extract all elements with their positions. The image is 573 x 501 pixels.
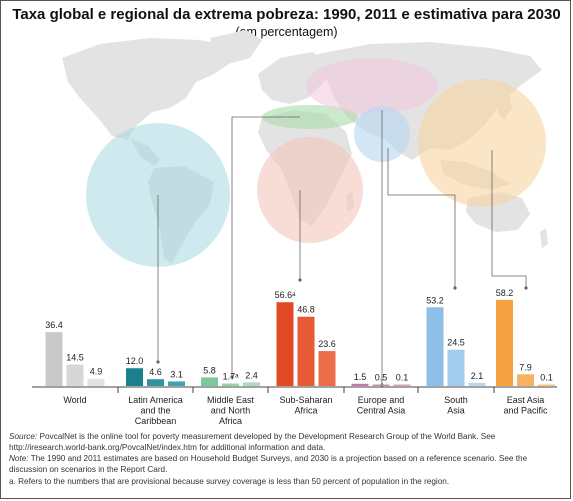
bar [318, 351, 336, 386]
data-label: 1.7ᵃ [223, 371, 240, 381]
bar [66, 364, 84, 386]
data-label: 36.4 [45, 320, 63, 330]
leader-dot [298, 278, 302, 282]
bar [126, 368, 143, 386]
category-labels: World Latin America and the Caribbean Middle… [63, 395, 548, 426]
bar [201, 377, 218, 386]
data-label: 14.5 [66, 353, 84, 363]
category-label: Sub-Saharan Africa [279, 395, 332, 416]
category-label: World [63, 395, 86, 405]
note-text: The 1990 and 2011 estimates are based on… [9, 454, 528, 474]
data-label: 23.6 [318, 339, 336, 349]
data-label: 5.8 [203, 365, 216, 375]
data-label: 24.5 [447, 338, 465, 348]
bar [222, 383, 239, 386]
data-label: 0.1 [396, 373, 409, 383]
category-label: South Asia [444, 395, 468, 416]
leader-dot [156, 360, 160, 364]
leader-line [491, 150, 527, 288]
data-label: 12.0 [126, 356, 144, 366]
bar-series [45, 299, 555, 386]
data-label: 7.9 [519, 362, 532, 372]
leader-line [231, 116, 300, 377]
leader-dot [230, 375, 234, 379]
value-labels: 36.4 14.5 4.9 12.0 4.6 3.1 5.8 1.7ᵃ 2.4 56.6ᵃ46.8… [45, 288, 553, 383]
data-label: 2.1 [471, 371, 484, 381]
bar [87, 378, 105, 386]
source-label: Source: [9, 432, 38, 441]
note-label: Note: [9, 454, 29, 463]
data-label: 4.9 [90, 367, 103, 377]
data-label: 1.5 [354, 372, 367, 382]
bar [243, 382, 260, 386]
source-note: Source: PovcalNet is the online tool for… [9, 431, 562, 453]
bar [276, 302, 294, 386]
data-label: 0.1 [540, 373, 553, 383]
bar [372, 384, 390, 386]
data-label: 3.1 [170, 369, 183, 379]
leader-lines [156, 110, 528, 387]
category-label: East Asia and Pacific [503, 395, 548, 416]
bar [45, 332, 63, 386]
bar [297, 316, 315, 386]
chart-title: Taxa global e regional da extrema pobrez… [12, 6, 561, 23]
data-label: 46.8 [297, 305, 315, 315]
bar [538, 384, 555, 386]
method-note: Note: The 1990 and 2011 estimates are ba… [9, 453, 562, 475]
bar [393, 384, 411, 386]
bar [147, 379, 164, 386]
bar [517, 374, 534, 386]
bar [426, 307, 444, 386]
data-label: 0.5 [375, 373, 388, 383]
data-label: 58.2 [496, 288, 514, 298]
bar [168, 381, 185, 386]
group-separators [117, 387, 495, 393]
category-label: Middle East and North Africa [207, 395, 255, 426]
data-label: 2.4 [245, 370, 258, 380]
region-circle [257, 137, 363, 243]
category-label: Europe and Central Asia [357, 395, 406, 416]
leader-dot [453, 286, 457, 290]
category-label: Latin America and the Caribbean [128, 395, 183, 426]
bar [351, 383, 369, 386]
map-greenland [210, 30, 262, 64]
source-text: PovcalNet is the online tool for poverty… [9, 432, 496, 452]
chart-subtitle: (em percentagem) [235, 25, 338, 39]
data-label: 53.2 [426, 295, 444, 305]
bar [496, 299, 513, 386]
leader-dot [524, 286, 528, 290]
bar [447, 349, 465, 386]
map-north-america [62, 38, 238, 140]
leader-line [387, 148, 456, 288]
data-label: 4.6 [149, 367, 162, 377]
region-circle [418, 79, 546, 207]
bar [468, 382, 486, 386]
region-circle [306, 58, 438, 114]
region-circle [262, 105, 358, 129]
chart-area: 36.4 14.5 4.9 12.0 4.6 3.1 5.8 1.7ᵃ 2.4 56.6ᵃ46.8… [32, 30, 557, 426]
footnote: a. Refers to the numbers that are provis… [9, 477, 450, 486]
data-label: 56.6ᵃ [275, 290, 297, 300]
map-new-zealand [540, 228, 548, 248]
